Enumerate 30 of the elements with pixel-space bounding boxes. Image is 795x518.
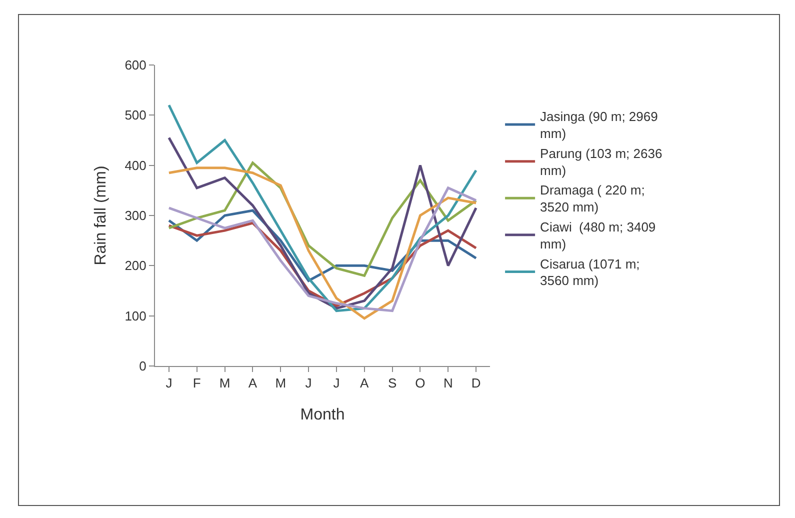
x-axis-title: Month [300, 406, 345, 424]
x-tick-label: S [388, 376, 397, 391]
line-series [168, 166, 478, 320]
y-tick-label: 400 [124, 158, 146, 173]
legend-label: Cisarua (1071 m; 3560 mm) [540, 256, 640, 288]
x-tick-label: D [471, 376, 481, 391]
x-tick-label: J [166, 376, 172, 391]
x-tick-label: J [333, 376, 340, 391]
y-tick-label: 300 [124, 208, 146, 224]
x-tick-label: O [415, 376, 426, 391]
line-series [168, 136, 478, 310]
y-tick-label: 0 [139, 358, 146, 374]
x-tick-label: A [248, 376, 258, 391]
y-axis-title: Rain fall (mm) [92, 166, 110, 266]
x-tick-label: A [360, 376, 370, 391]
line-series [168, 104, 478, 312]
x-tick-label: F [192, 376, 201, 391]
line-series [168, 186, 478, 312]
y-tick-label: 500 [124, 108, 146, 123]
y-tick-label: 600 [124, 58, 146, 73]
legend-label: Parung (103 m; 2636 mm) [540, 146, 662, 178]
y-tick-label: 100 [124, 308, 146, 324]
x-tick-label: N [443, 376, 453, 391]
y-tick-label: 200 [124, 258, 146, 274]
legend-label: Ciawi (480 m; 3409 mm) [540, 220, 656, 252]
legend-label: Dramaga ( 220 m; 3520 mm) [540, 182, 645, 215]
x-tick-label: M [275, 376, 286, 391]
legend-label: Jasinga (90 m; 2969 mm) [540, 109, 658, 142]
x-tick-label: M [219, 376, 230, 391]
x-tick-label: J [305, 376, 312, 391]
